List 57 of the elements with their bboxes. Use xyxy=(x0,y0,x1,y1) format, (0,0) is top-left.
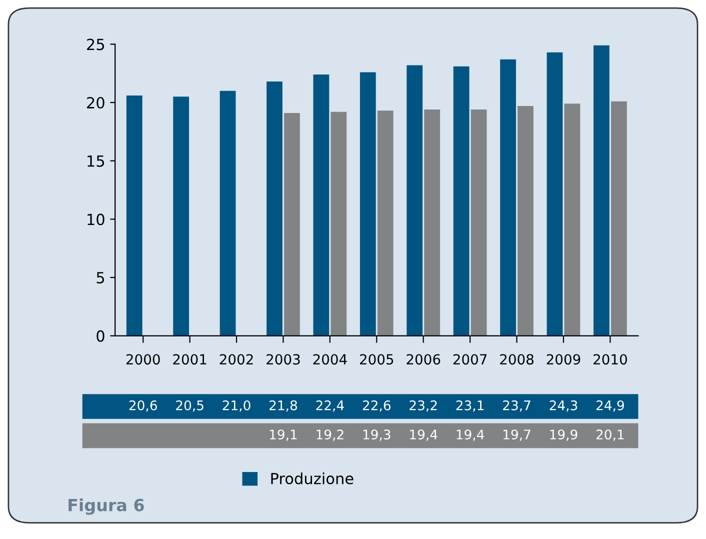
x-tick-label: 2009 xyxy=(546,354,580,365)
bar xyxy=(377,110,394,336)
bar xyxy=(360,72,376,336)
x-tick-label: 2008 xyxy=(500,354,534,365)
x-tick-label: 2007 xyxy=(453,354,487,365)
bar xyxy=(546,52,563,336)
bar xyxy=(500,59,516,336)
bar xyxy=(518,106,534,336)
bar xyxy=(126,96,142,336)
data-label: 21,8 xyxy=(270,400,298,412)
data-label: 22,6 xyxy=(362,400,391,412)
x-tick-label: 2010 xyxy=(594,354,627,365)
bar xyxy=(313,74,330,336)
text: Figura 6 xyxy=(68,498,144,515)
data-label: 20,5 xyxy=(176,400,204,412)
bar xyxy=(330,112,347,336)
data-label: 20,6 xyxy=(129,400,157,412)
data-label: 23,1 xyxy=(456,400,484,412)
data-label: 24,9 xyxy=(596,400,624,412)
y-tick-label: 15 xyxy=(88,156,104,167)
y-tick-label: 5 xyxy=(96,272,104,284)
bar xyxy=(610,101,627,336)
bar xyxy=(220,90,236,336)
data-label: 23,7 xyxy=(503,400,530,412)
y-tick-label: 0 xyxy=(96,330,104,342)
x-tick-label: 2004 xyxy=(313,354,347,365)
bar xyxy=(173,96,190,336)
bar xyxy=(284,113,300,336)
data-label: 19,1 xyxy=(270,430,297,441)
x-tick-label: 2005 xyxy=(360,354,394,365)
data-label: 20,1 xyxy=(596,430,624,441)
legend-label: Produzione xyxy=(271,472,354,484)
bar xyxy=(266,82,282,336)
data-label: 21,0 xyxy=(222,400,250,412)
data-label: 19,3 xyxy=(363,430,390,441)
data-label: 19,4 xyxy=(410,430,438,441)
bar xyxy=(406,65,423,336)
x-tick-label: 2006 xyxy=(406,354,440,365)
y-tick-label: 25 xyxy=(87,38,104,50)
x-tick-label: 2002 xyxy=(220,354,253,365)
x-tick-label: 2001 xyxy=(173,354,206,365)
bar xyxy=(424,110,440,336)
x-tick-label: 2003 xyxy=(266,354,300,365)
x-tick-label: 2000 xyxy=(126,354,160,365)
y-tick-label: 10 xyxy=(88,214,104,226)
data-label: 19,9 xyxy=(550,430,578,441)
bar xyxy=(453,66,470,336)
data-label: 19,2 xyxy=(316,430,344,441)
data-label: 19,7 xyxy=(504,430,530,441)
bar xyxy=(564,104,580,336)
data-label: 19,4 xyxy=(456,430,484,441)
bar xyxy=(594,45,610,336)
y-tick-label: 20 xyxy=(87,96,104,109)
bar xyxy=(470,110,487,336)
data-label: 23,2 xyxy=(410,400,437,412)
data-label: 22,4 xyxy=(316,400,344,412)
data-label: 24,3 xyxy=(550,400,578,412)
